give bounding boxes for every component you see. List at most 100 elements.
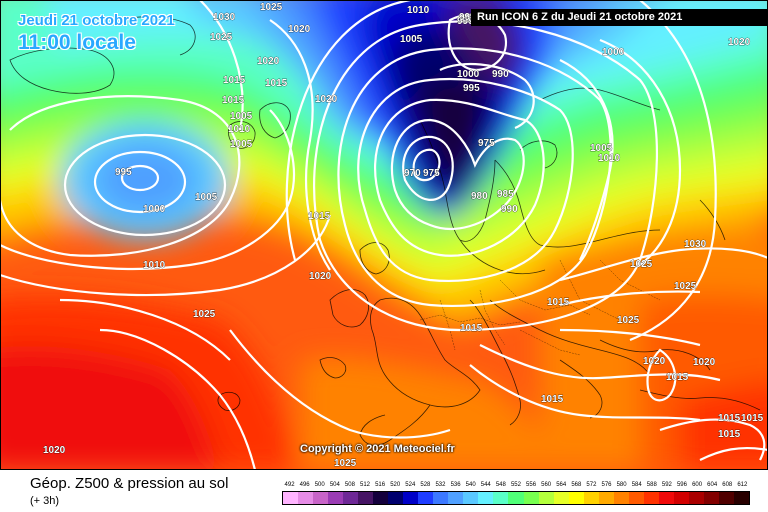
legend-swatch: [298, 492, 314, 504]
isobar-labels: 1030102510201020101510151010100510051005…: [43, 2, 764, 470]
isobar-label: 1010: [407, 5, 430, 16]
legend-swatch: [343, 492, 359, 504]
isobar-label: 1015: [460, 323, 483, 334]
legend-swatch: [598, 492, 614, 504]
isobar-label: 1010: [598, 153, 621, 164]
isobar-label: 1025: [630, 259, 653, 270]
legend-swatch: [508, 492, 524, 504]
copyright-notice: Copyright © 2021 Meteociel.fr: [300, 443, 455, 455]
legend-swatch: [358, 492, 374, 504]
legend-swatch: [403, 492, 419, 504]
map-title: Géop. Z500 & pression au sol: [30, 475, 229, 492]
legend-swatch: [568, 492, 584, 504]
legend-swatch: [328, 492, 344, 504]
isobar-label: 990: [492, 69, 509, 80]
isobar-label: 1015: [222, 95, 245, 106]
legend-swatch: [718, 492, 734, 504]
map-footer: Géop. Z500 & pression au sol (+ 3h) 492 4…: [0, 470, 768, 512]
legend-swatch: [553, 492, 569, 504]
legend-swatch: [448, 492, 464, 504]
legend-value-label: 584: [631, 482, 642, 488]
legend-value-label: 552: [510, 482, 521, 488]
isobar-label: 970: [404, 168, 421, 179]
legend-value-label: 564: [556, 482, 567, 488]
legend-swatch: [613, 492, 629, 504]
legend-swatch: [673, 492, 689, 504]
isobar-label: 985: [497, 189, 514, 200]
legend-value-label: 580: [616, 482, 627, 488]
legend-swatch: [583, 492, 599, 504]
isobar-label: 1025: [210, 32, 233, 43]
forecast-offset: (+ 3h): [30, 495, 60, 507]
isobar-label: 1020: [43, 445, 66, 456]
legend-swatch: [313, 492, 329, 504]
isobars: [0, 0, 768, 470]
isobar-label: 1025: [260, 2, 283, 13]
isobar-label: 1020: [315, 94, 338, 105]
isobar-label: 1015: [265, 78, 288, 89]
isobar-label: 1005: [195, 192, 218, 203]
isobar-label: 990: [501, 204, 518, 215]
isobar-label: 1020: [309, 271, 332, 282]
forecast-date-label: Jeudi 21 octobre 2021: [18, 12, 175, 29]
legend-swatch: [373, 492, 389, 504]
legend-value-label: 532: [435, 482, 446, 488]
legend-value-label: 492: [284, 482, 295, 488]
legend-value-label: 588: [646, 482, 657, 488]
legend-value-label: 536: [450, 482, 461, 488]
legend-value-label: 500: [314, 482, 325, 488]
legend-value-label: 516: [375, 482, 386, 488]
legend-value-labels: 492 496 500 504 508 512 516 520 524 528 532 536 540 5…: [282, 480, 750, 490]
legend-value-label: 592: [661, 482, 672, 488]
isobar-label: 975: [478, 138, 495, 149]
isobar-label: 1020: [257, 56, 280, 67]
legend-swatch: [688, 492, 704, 504]
legend-value-label: 560: [541, 482, 552, 488]
geopotential-map: 1030102510201020101510151010100510051005…: [0, 0, 768, 470]
legend-value-label: 544: [480, 482, 491, 488]
legend-value-label: 504: [329, 482, 340, 488]
isobar-label: 1025: [617, 315, 640, 326]
isobar-label: 1015: [718, 413, 741, 424]
legend-swatch: [703, 492, 719, 504]
isobar-label: 1020: [728, 37, 751, 48]
isobar-label: 980: [471, 191, 488, 202]
isobar-label: 1025: [334, 458, 357, 469]
legend-value-label: 596: [676, 482, 687, 488]
isobar-label: 1000: [602, 47, 625, 58]
legend-swatch: [733, 492, 749, 504]
isobar-label: 1025: [674, 281, 697, 292]
isobar-label: 1005: [230, 111, 253, 122]
isobar-label: 1005: [400, 34, 423, 45]
legend-value-label: 604: [707, 482, 718, 488]
legend-value-label: 568: [571, 482, 582, 488]
legend-swatch: [283, 492, 299, 504]
legend-swatch: [523, 492, 539, 504]
isobar-label: 1015: [666, 372, 689, 383]
legend-value-label: 508: [344, 482, 355, 488]
legend-swatch: [538, 492, 554, 504]
legend-swatch: [418, 492, 434, 504]
isobar-label: 1010: [143, 260, 166, 271]
legend-swatch: [493, 492, 509, 504]
legend-color-scale: [282, 491, 750, 505]
legend-swatch: [463, 492, 479, 504]
isobar-label: 1015: [223, 75, 246, 86]
isobar-label: 1020: [288, 24, 311, 35]
legend-swatch: [643, 492, 659, 504]
isobar-label: 975: [423, 168, 440, 179]
legend-value-label: 540: [465, 482, 476, 488]
color-legend: 492 496 500 504 508 512 516 520 524 528 532 536 540 5…: [282, 480, 750, 506]
legend-swatch: [658, 492, 674, 504]
legend-value-label: 600: [692, 482, 703, 488]
legend-value-label: 612: [737, 482, 748, 488]
legend-value-label: 576: [601, 482, 612, 488]
isobar-label: 995: [457, 16, 474, 27]
isobar-label: 1000: [143, 204, 166, 215]
isobar-label: 1030: [684, 239, 707, 250]
legend-value-label: 524: [405, 482, 416, 488]
legend-value-label: 548: [495, 482, 506, 488]
isobar-label: 1020: [643, 356, 666, 367]
isobar-label: 1015: [547, 297, 570, 308]
isobar-label: 995: [115, 167, 132, 178]
